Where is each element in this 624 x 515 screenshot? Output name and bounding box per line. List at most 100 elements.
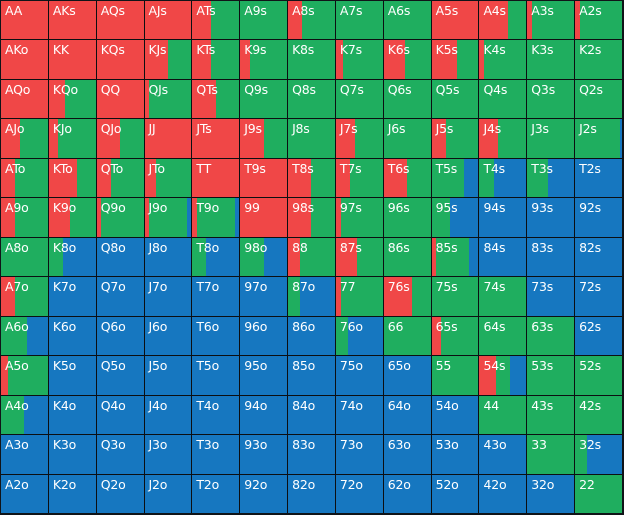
hand-cell[interactable]: 72o	[335, 474, 383, 513]
hand-cell[interactable]: K5s	[431, 40, 479, 79]
hand-cell[interactable]: 64o	[383, 395, 431, 435]
hand-cell[interactable]: K7o	[48, 277, 96, 316]
hand-cell[interactable]: AKs	[48, 1, 96, 40]
hand-cell[interactable]: 86o	[288, 316, 335, 356]
hand-cell[interactable]: KJo	[48, 119, 96, 158]
hand-cell[interactable]: 76o	[335, 316, 383, 356]
hand-cell[interactable]: 63s	[527, 316, 575, 356]
hand-cell[interactable]: J7s	[335, 119, 383, 158]
hand-cell[interactable]: K9o	[48, 198, 96, 237]
hand-cell[interactable]: QTo	[96, 158, 144, 198]
hand-cell[interactable]: 99	[240, 198, 288, 237]
hand-cell[interactable]: T7s	[335, 158, 383, 198]
hand-cell[interactable]: 72s	[575, 277, 622, 316]
hand-cell[interactable]: Q2s	[575, 79, 622, 119]
hand-cell[interactable]: Q9o	[96, 198, 144, 237]
hand-cell[interactable]: J8o	[144, 237, 192, 277]
hand-cell[interactable]: KTo	[48, 158, 96, 198]
hand-cell[interactable]: 62o	[383, 474, 431, 513]
hand-cell[interactable]: A2o	[1, 474, 48, 513]
hand-cell[interactable]: K5o	[48, 356, 96, 395]
hand-cell[interactable]: 85o	[288, 356, 335, 395]
hand-cell[interactable]: K2s	[575, 40, 622, 79]
hand-cell[interactable]: A2s	[575, 1, 622, 40]
hand-cell[interactable]: 98s	[288, 198, 335, 237]
hand-cell[interactable]: 44	[479, 395, 527, 435]
hand-cell[interactable]: JTo	[144, 158, 192, 198]
hand-cell[interactable]: Q7o	[96, 277, 144, 316]
hand-cell[interactable]: 74o	[335, 395, 383, 435]
hand-cell[interactable]: AJs	[144, 1, 192, 40]
hand-cell[interactable]: 73o	[335, 435, 383, 474]
hand-cell[interactable]: 53o	[431, 435, 479, 474]
hand-cell[interactable]: 65s	[431, 316, 479, 356]
hand-cell[interactable]: 55	[431, 356, 479, 395]
hand-cell[interactable]: 77	[335, 277, 383, 316]
hand-cell[interactable]: Q3o	[96, 435, 144, 474]
hand-cell[interactable]: A4s	[479, 1, 527, 40]
hand-cell[interactable]: 43o	[479, 435, 527, 474]
hand-cell[interactable]: J9s	[240, 119, 288, 158]
hand-cell[interactable]: A8s	[288, 1, 335, 40]
hand-cell[interactable]: A5o	[1, 356, 48, 395]
hand-cell[interactable]: 84s	[479, 237, 527, 277]
hand-cell[interactable]: T7o	[192, 277, 240, 316]
hand-cell[interactable]: 98o	[240, 237, 288, 277]
hand-cell[interactable]: J3s	[527, 119, 575, 158]
hand-cell[interactable]: KJs	[144, 40, 192, 79]
hand-cell[interactable]: T6s	[383, 158, 431, 198]
hand-cell[interactable]: AKo	[1, 40, 48, 79]
hand-cell[interactable]: 73s	[527, 277, 575, 316]
hand-cell[interactable]: 75s	[431, 277, 479, 316]
hand-cell[interactable]: 94s	[479, 198, 527, 237]
hand-cell[interactable]: Q3s	[527, 79, 575, 119]
hand-cell[interactable]: 85s	[431, 237, 479, 277]
hand-cell[interactable]: Q7s	[335, 79, 383, 119]
hand-cell[interactable]: ATs	[192, 1, 240, 40]
hand-cell[interactable]: TT	[192, 158, 240, 198]
hand-cell[interactable]: AQo	[1, 79, 48, 119]
hand-cell[interactable]: A9o	[1, 198, 48, 237]
hand-cell[interactable]: K7s	[335, 40, 383, 79]
hand-cell[interactable]: 33	[527, 435, 575, 474]
hand-cell[interactable]: J2s	[575, 119, 622, 158]
hand-cell[interactable]: K4o	[48, 395, 96, 435]
hand-cell[interactable]: 83o	[288, 435, 335, 474]
hand-cell[interactable]: 63o	[383, 435, 431, 474]
hand-cell[interactable]: 82s	[575, 237, 622, 277]
hand-cell[interactable]: J7o	[144, 277, 192, 316]
hand-cell[interactable]: K3s	[527, 40, 575, 79]
hand-cell[interactable]: QJo	[96, 119, 144, 158]
hand-cell[interactable]: J3o	[144, 435, 192, 474]
hand-cell[interactable]: Q2o	[96, 474, 144, 513]
hand-cell[interactable]: T9s	[240, 158, 288, 198]
hand-cell[interactable]: QJs	[144, 79, 192, 119]
hand-cell[interactable]: A6o	[1, 316, 48, 356]
hand-cell[interactable]: 32s	[575, 435, 622, 474]
hand-cell[interactable]: 84o	[288, 395, 335, 435]
hand-cell[interactable]: AA	[1, 1, 48, 40]
hand-cell[interactable]: Q8s	[288, 79, 335, 119]
hand-cell[interactable]: 76s	[383, 277, 431, 316]
hand-cell[interactable]: J8s	[288, 119, 335, 158]
hand-cell[interactable]: A3o	[1, 435, 48, 474]
hand-cell[interactable]: 54s	[479, 356, 527, 395]
hand-cell[interactable]: 32o	[527, 474, 575, 513]
hand-cell[interactable]: J9o	[144, 198, 192, 237]
hand-cell[interactable]: T4o	[192, 395, 240, 435]
hand-cell[interactable]: K9s	[240, 40, 288, 79]
hand-cell[interactable]: A8o	[1, 237, 48, 277]
hand-cell[interactable]: 82o	[288, 474, 335, 513]
hand-cell[interactable]: T6o	[192, 316, 240, 356]
hand-cell[interactable]: 96s	[383, 198, 431, 237]
hand-cell[interactable]: KQo	[48, 79, 96, 119]
hand-cell[interactable]: 97s	[335, 198, 383, 237]
hand-cell[interactable]: A5s	[431, 1, 479, 40]
hand-cell[interactable]: T4s	[479, 158, 527, 198]
hand-cell[interactable]: T5o	[192, 356, 240, 395]
hand-cell[interactable]: 86s	[383, 237, 431, 277]
hand-cell[interactable]: J6o	[144, 316, 192, 356]
hand-cell[interactable]: QQ	[96, 79, 144, 119]
hand-cell[interactable]: 95s	[431, 198, 479, 237]
hand-cell[interactable]: 87s	[335, 237, 383, 277]
